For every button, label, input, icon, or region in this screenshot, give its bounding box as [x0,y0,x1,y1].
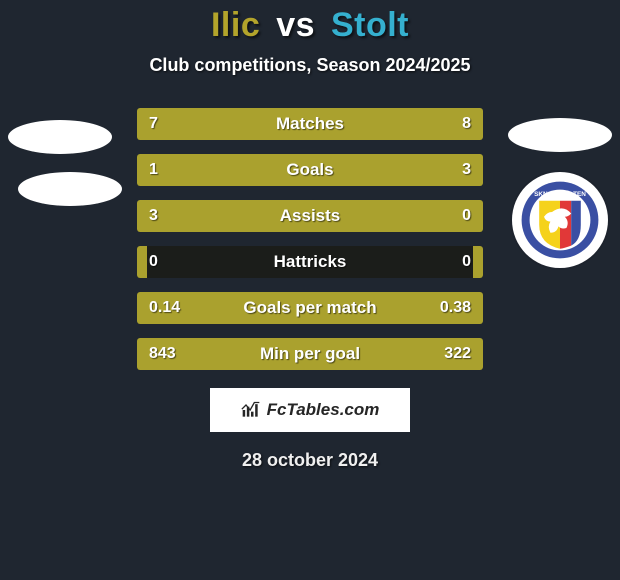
title-player1: Ilic [211,6,260,44]
title-player2: Stolt [331,6,409,44]
stat-bar-right [473,246,483,278]
stat-label: Goals per match [243,298,376,318]
date: 28 october 2024 [242,450,378,471]
subtitle: Club competitions, Season 2024/2025 [149,55,470,76]
stat-value-left: 843 [149,345,176,363]
stat-value-right: 0 [462,207,471,225]
stat-row: Goals 1 3 [137,154,483,186]
stat-label: Goals [286,160,333,180]
stat-value-right: 0 [462,253,471,271]
stat-value-right: 3 [462,161,471,179]
title-vs: vs [276,6,315,44]
stat-row: Hattricks 0 0 [137,246,483,278]
stat-value-right: 322 [444,345,471,363]
stat-row: Min per goal 843 322 [137,338,483,370]
page-title: Ilic vs Stolt [211,6,409,45]
stat-label: Min per goal [260,344,360,364]
stat-label: Matches [276,114,344,134]
stat-value-left: 0 [149,253,158,271]
stat-label: Hattricks [274,252,347,272]
stat-value-right: 0.38 [440,299,471,317]
infographic: Ilic vs Stolt Club competitions, Season … [0,0,620,580]
watermark: FcTables.com [210,388,410,432]
stat-row: Goals per match 0.14 0.38 [137,292,483,324]
stat-row: Assists 3 0 [137,200,483,232]
stat-value-left: 3 [149,207,158,225]
stat-bar-left [137,108,299,140]
chart-icon [241,401,261,419]
stat-row: Matches 7 8 [137,108,483,140]
stat-value-left: 7 [149,115,158,133]
stat-value-left: 0.14 [149,299,180,317]
stat-bar-right [224,154,484,186]
comparison-bars: Matches 7 8 Goals 1 3 Assists 3 0 Hattricks 0 0 Goal… [0,108,620,370]
stat-label: Assists [280,206,340,226]
stat-bar-left [137,246,147,278]
stat-value-right: 8 [462,115,471,133]
watermark-text: FcTables.com [267,400,380,420]
stat-value-left: 1 [149,161,158,179]
